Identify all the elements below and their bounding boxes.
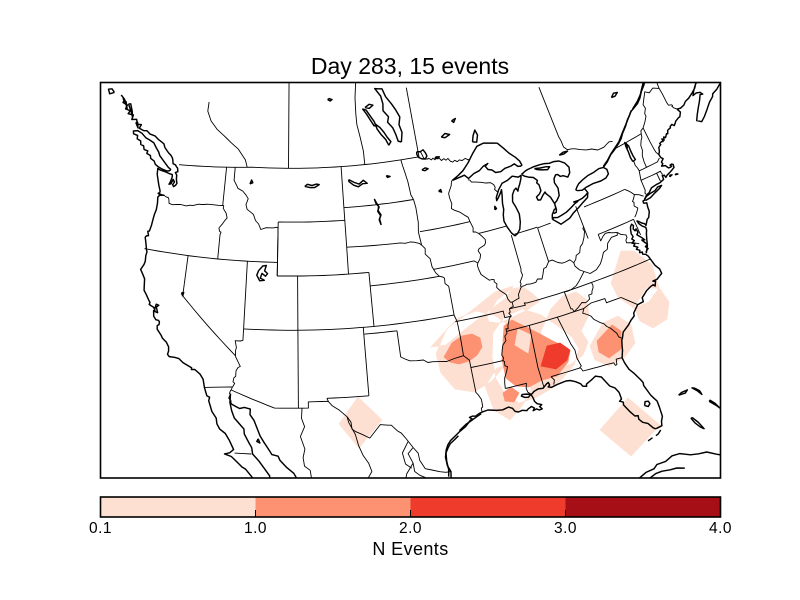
svg-text:2.0: 2.0 bbox=[399, 520, 422, 537]
svg-text:1.0: 1.0 bbox=[244, 520, 267, 537]
svg-text:3.0: 3.0 bbox=[554, 520, 577, 537]
svg-text:0.1: 0.1 bbox=[89, 520, 112, 537]
svg-text:N Events: N Events bbox=[372, 539, 448, 559]
svg-text:4.0: 4.0 bbox=[709, 520, 732, 537]
svg-text:Day 283, 15 events: Day 283, 15 events bbox=[311, 53, 509, 79]
